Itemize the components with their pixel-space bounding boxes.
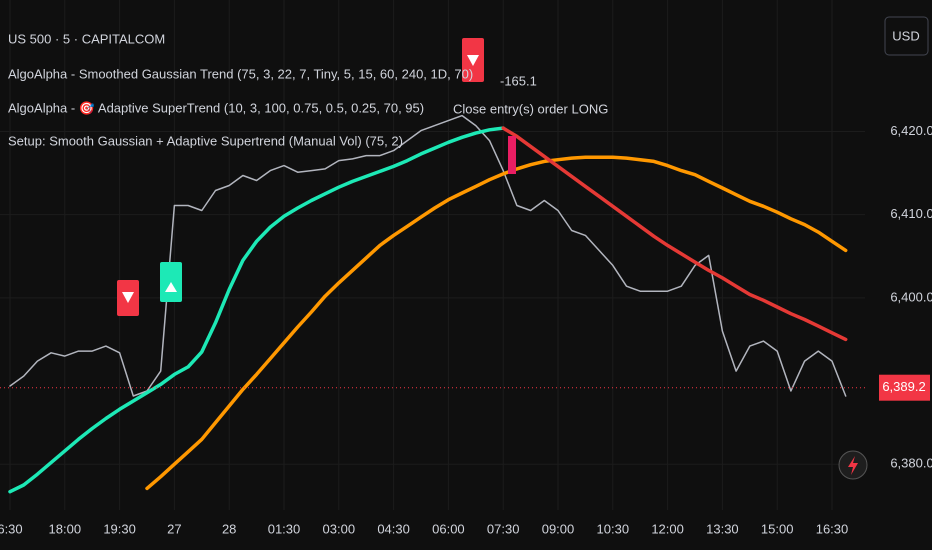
currency: USD: [892, 28, 919, 43]
x-tick-label: 28: [222, 521, 236, 536]
axes: 6,380.0 6,400.0 6,410.0 6,420.0 6:30 18:00 19:…: [0, 123, 932, 537]
last-price-box: [879, 374, 930, 401]
x-tick-label: 07:30: [487, 521, 520, 536]
exit-marker: [508, 136, 516, 174]
last-price-label: 6,389.2: [882, 379, 925, 394]
x-tick-label: 6:30: [0, 521, 23, 536]
x-tick-label: 18:00: [49, 521, 82, 536]
trade-annotation: -165.1: [500, 73, 537, 88]
price-axis: [865, 0, 932, 550]
series-line: [8, 126, 505, 494]
sell-icon: [122, 292, 134, 303]
legend: US 500 · 5 · CAPITALCOM AlgoAlpha - Smoo…: [8, 31, 473, 148]
sell-icon: [467, 55, 479, 66]
x-tick-label: 27: [167, 521, 181, 536]
x-tick-label: 13:30: [706, 521, 739, 536]
y-tick-label: 6,380.0: [890, 456, 932, 471]
x-tick-label: 15:00: [761, 521, 794, 536]
x-tick-label: 03:00: [323, 521, 356, 536]
grid: [0, 0, 865, 510]
series-line: [501, 126, 848, 342]
indicator-label: AlgoAlpha - Smoothed Gaussian Trend (75,…: [8, 66, 473, 81]
x-tick-label: 10:30: [597, 521, 630, 536]
x-tick-label: 04:30: [377, 521, 410, 536]
x-tick-label: 01:30: [268, 521, 301, 536]
x-tick-label: 12:00: [651, 521, 684, 536]
x-tick-label: 16:30: [816, 521, 849, 536]
x-tick-label: 19:30: [103, 521, 136, 536]
marks: [0, 114, 865, 494]
currency-button[interactable]: [884, 16, 929, 56]
x-tick-label: 06:00: [432, 521, 465, 536]
series-line: [9, 114, 847, 397]
buy-icon: [165, 282, 177, 292]
series-line: [145, 155, 848, 491]
symbol-title: US 500 · 5 · CAPITALCOM: [8, 31, 165, 46]
lightning-icon: [848, 456, 858, 475]
indicator-label: Setup: Smooth Gaussian + Adaptive Supert…: [8, 133, 403, 148]
trade-annotation: Close entry(s) order LONG: [453, 101, 608, 116]
signal-flags: [117, 38, 516, 316]
y-tick-label: 6,400.0: [890, 289, 932, 304]
indicator-label: AlgoAlpha - 🎯 Adaptive SuperTrend (10, 3…: [8, 100, 424, 115]
y-tick-label: 6,410.0: [890, 206, 932, 221]
y-tick-label: 6,420.0: [890, 123, 932, 138]
x-tick-label: 09:00: [542, 521, 575, 536]
